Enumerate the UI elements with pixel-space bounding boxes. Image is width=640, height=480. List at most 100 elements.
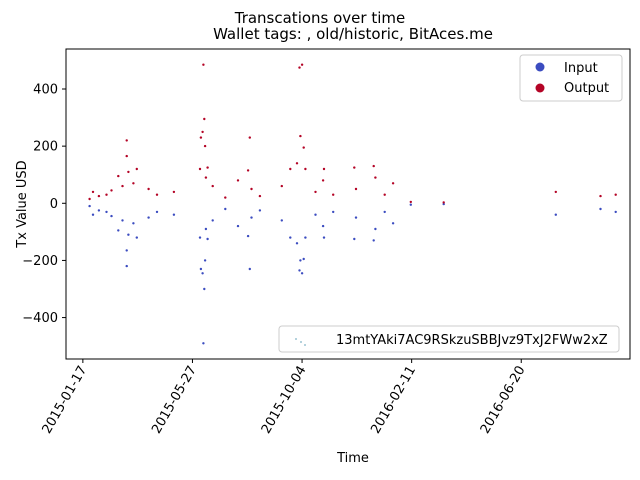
data-point-output xyxy=(206,166,209,169)
data-point-output xyxy=(110,189,113,192)
data-point-output xyxy=(258,194,262,198)
data-point-input xyxy=(295,242,299,245)
data-point-input xyxy=(332,210,335,214)
data-point-output xyxy=(211,184,214,188)
chart-suptitle: Transcations over time xyxy=(234,9,406,27)
data-point-input xyxy=(353,237,356,241)
data-point-output xyxy=(374,176,377,179)
data-point-input xyxy=(199,267,203,271)
data-point-input xyxy=(300,272,304,275)
data-point-input xyxy=(127,233,130,236)
x-axis: 2015-01-17 2015-05-27 2015-10-04 2016-02-11… xyxy=(40,359,529,436)
data-point-output xyxy=(147,187,150,191)
data-point-input xyxy=(298,269,301,272)
data-point-input xyxy=(258,209,262,212)
data-point-output xyxy=(372,164,375,168)
data-point-output xyxy=(172,190,176,194)
data-point-input xyxy=(204,227,208,231)
data-point-output xyxy=(332,193,335,196)
data-point-input xyxy=(147,216,150,219)
legend-output-marker xyxy=(535,83,545,93)
data-point-output xyxy=(409,200,412,204)
data-point-output xyxy=(203,117,206,121)
data-point-input xyxy=(280,219,283,222)
data-point-input xyxy=(224,207,227,211)
data-point-input xyxy=(246,234,250,238)
data-point-output xyxy=(248,136,251,139)
data-point-input xyxy=(117,229,120,232)
data-point-input xyxy=(289,236,292,239)
data-point-output xyxy=(91,190,95,194)
data-point-output xyxy=(132,182,135,185)
chart-title: Wallet tags: , old/historic, BitAces.me xyxy=(213,25,493,43)
data-point-output xyxy=(236,179,240,182)
data-point-output xyxy=(121,184,124,188)
data-point-output xyxy=(554,190,557,194)
y-tick-label: 200 xyxy=(33,140,58,155)
data-point-output xyxy=(599,194,602,198)
data-point-input xyxy=(391,222,395,225)
plot-frame xyxy=(65,48,631,360)
legend: Input Output xyxy=(519,54,623,102)
data-point-input xyxy=(132,222,135,225)
data-point-input xyxy=(299,259,302,262)
data-point-output xyxy=(354,187,358,191)
y-axis-label: Tx Value USD xyxy=(15,160,30,248)
legend-box xyxy=(519,54,623,102)
data-point-output xyxy=(155,193,159,196)
data-point-input xyxy=(203,287,206,291)
data-point-input xyxy=(105,210,108,214)
scatter-points xyxy=(88,63,617,345)
data-point-input xyxy=(322,236,326,239)
data-point-input xyxy=(372,239,375,242)
data-point-output xyxy=(250,187,253,191)
y-axis: −400 −200 0 200 400 xyxy=(22,83,66,326)
data-point-output xyxy=(298,66,301,69)
address-legend-label: 13mtYAki7AC9RSkzuSBBJvz9TxJ2FWw2xZ xyxy=(336,333,608,348)
data-point-input xyxy=(614,210,617,214)
data-point-output xyxy=(201,130,204,134)
data-point-output xyxy=(304,167,307,171)
data-point-output xyxy=(321,179,325,182)
x-tick-label: 2015-05-27 xyxy=(149,364,200,437)
data-point-input xyxy=(203,259,207,262)
data-point-output xyxy=(88,197,91,201)
data-point-output xyxy=(204,176,208,179)
data-point-input xyxy=(599,207,602,211)
data-point-output xyxy=(125,139,128,142)
data-point-output xyxy=(117,174,120,178)
data-point-output xyxy=(246,169,250,172)
data-point-input xyxy=(202,342,205,345)
data-point-output xyxy=(125,154,128,158)
data-point-input xyxy=(383,210,386,214)
data-point-input xyxy=(314,213,317,216)
data-point-output xyxy=(314,190,317,194)
x-axis-label: Time xyxy=(336,451,369,466)
data-point-input xyxy=(250,216,253,219)
x-tick-label: 2016-06-20 xyxy=(478,364,529,437)
data-point-output xyxy=(295,162,299,165)
data-point-input xyxy=(198,236,202,239)
address-marker xyxy=(295,338,297,340)
data-point-input xyxy=(321,224,325,228)
data-point-output xyxy=(353,166,356,169)
data-point-input xyxy=(88,204,91,208)
data-point-input xyxy=(135,236,138,239)
data-point-input xyxy=(248,267,251,271)
data-point-output xyxy=(322,167,326,171)
data-point-output xyxy=(224,196,227,199)
data-point-input xyxy=(354,216,358,219)
x-tick-label: 2015-10-04 xyxy=(259,364,310,437)
address-legend-box xyxy=(278,325,620,353)
data-point-input xyxy=(442,202,445,206)
data-point-output xyxy=(198,167,202,171)
data-point-output xyxy=(302,146,305,149)
data-point-input xyxy=(236,224,240,228)
legend-input-marker xyxy=(535,62,545,72)
data-point-input xyxy=(110,214,113,218)
address-marker xyxy=(304,344,306,346)
data-point-input xyxy=(304,236,307,239)
data-point-input xyxy=(91,213,95,216)
data-point-output xyxy=(289,167,292,171)
